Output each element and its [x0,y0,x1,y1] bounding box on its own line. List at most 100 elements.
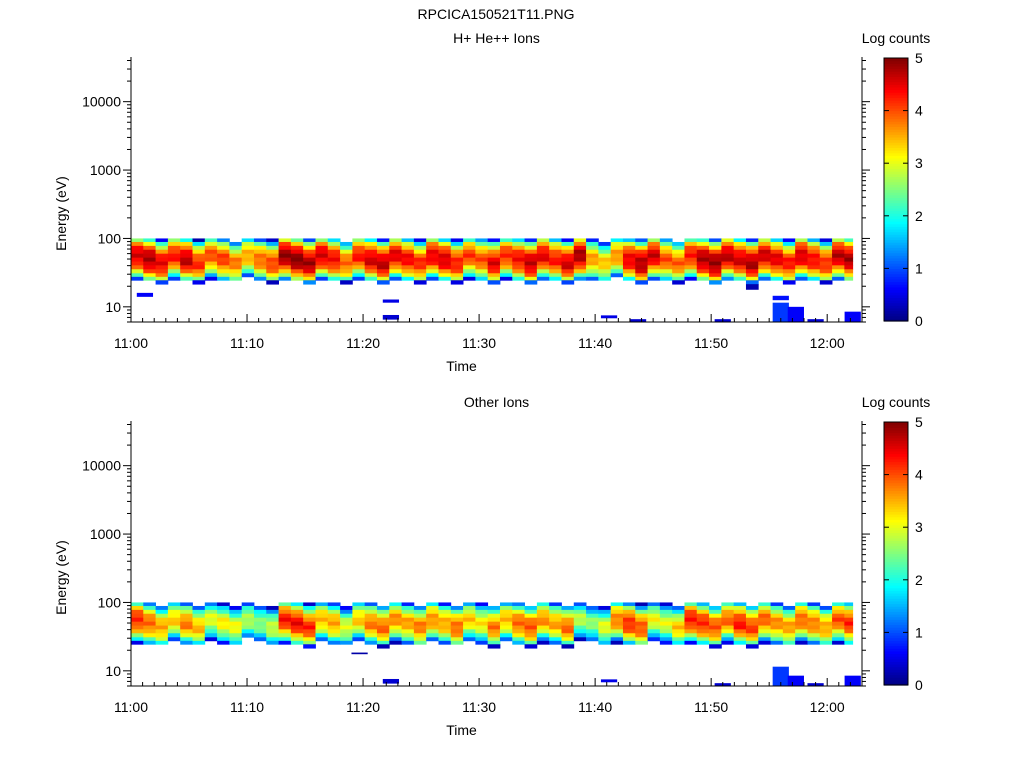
spectrogram-cell [143,276,156,281]
spectrogram-cell [549,640,562,645]
spectrogram-cell [499,241,513,247]
spectrogram-cell [487,265,501,270]
spectrogram-cell [610,241,624,247]
spectrogram-cell [217,241,230,247]
spectrogram-cell [352,241,366,247]
spectrogram-cell [819,276,833,281]
spectrogram-cell [475,621,489,626]
x-tick-label: 12:00 [810,699,845,715]
spectrogram-cell [340,605,353,611]
spectrogram-cell [573,621,587,626]
spectrogram-cell [143,602,156,607]
spectrogram-cell [438,633,452,638]
colorbar-segment [884,506,908,510]
spectrogram-cell [721,241,735,247]
spectrogram-cell [745,257,759,262]
spectrogram-cell [131,265,144,270]
spectrogram-cell [782,265,796,270]
panel-title: H+ He++ Ions [453,30,540,46]
colorbar-segment [884,590,908,594]
colorbar-segment [884,65,908,70]
spectrogram-cell [204,602,218,607]
spectrogram-cell [426,609,439,615]
spectrogram-cell [167,238,181,243]
spectrogram-cell [253,621,267,626]
colorbar-segment [884,464,908,468]
spectrogram-cell [499,238,513,243]
spectrogram-cell [844,253,854,259]
spectrogram-cell [290,253,304,259]
spectrogram-cell [143,269,156,274]
colorbar-segment [884,281,908,285]
spectrogram-cell [819,245,833,251]
colorbar-segment [884,653,908,657]
spectrogram-cell [315,605,329,611]
spectrogram-cell [787,306,804,322]
spectrogram-cell [278,257,292,262]
spectrogram-cell [155,609,169,615]
spectrogram-cell [782,605,796,611]
spectrogram-cell [241,257,255,262]
spectrogram-cell [180,637,193,642]
spectrogram-cell [635,633,648,638]
spectrogram-cell [819,253,833,259]
spectrogram-cell [844,605,854,611]
spectrogram-cell [573,605,587,611]
spectrogram-cell [536,621,550,626]
spectrogram-cell [586,637,599,642]
spectrogram-cell [253,605,267,611]
spectrogram-cell [499,625,513,630]
spectrogram-cell [807,253,821,259]
spectrogram-cell [721,621,735,626]
colorbar-segment [884,100,908,104]
spectrogram-cell [290,261,304,266]
spectrogram-cell [696,245,710,251]
colorbar-segment [884,669,908,673]
spectrogram-cell [143,625,156,630]
spectrogram-cell [672,241,685,247]
colorbar-segment [884,139,908,143]
spectrogram-cell [303,644,316,649]
spectrogram-cell [413,625,427,630]
spectrogram-cell [315,621,329,626]
spectrogram-cell [647,602,661,607]
spectrogram-cell [401,276,415,281]
spectrogram-cell [684,621,698,626]
spectrogram-cell [131,245,144,251]
colorbar-tick-label: 4 [915,467,923,483]
spectrogram-cell [549,637,562,642]
spectrogram-cell [315,629,329,634]
colorbar-segment [884,466,908,470]
y-tick-label: 10 [105,663,121,679]
spectrogram-cell [217,257,230,262]
spectrogram-cell [167,249,181,255]
spectrogram-cell [143,633,156,638]
colorbar-segment [884,679,908,683]
spectrogram-cell [413,241,427,247]
spectrogram-cell [598,633,612,638]
spectrogram-cell [364,609,378,615]
spectrogram-cell [131,257,144,262]
spectrogram-cell [622,257,636,262]
colorbar-segment [884,529,908,534]
spectrogram-cell [819,637,833,642]
spectrogram-cell [487,621,501,626]
spectrogram-cell [795,273,808,278]
spectrogram-cell [819,257,833,262]
spectrogram-cell [586,249,599,255]
spectrogram-cell [832,633,845,638]
spectrogram-cell [241,269,255,274]
spectrogram-cell [241,605,255,611]
x-tick-label: 11:50 [694,699,728,715]
spectrogram-cell [659,249,673,255]
spectrogram-cell [721,257,735,262]
spectrogram-cell [487,644,501,649]
spectrogram-cell [807,613,821,619]
spectrogram-cell [352,637,366,642]
spectrogram-cell [143,238,156,243]
spectrogram-cell [241,621,255,626]
spectrogram-cell [672,605,685,611]
spectrogram-cell [217,640,230,645]
spectrogram-cell [266,245,279,251]
spectrogram-cell [709,640,722,645]
